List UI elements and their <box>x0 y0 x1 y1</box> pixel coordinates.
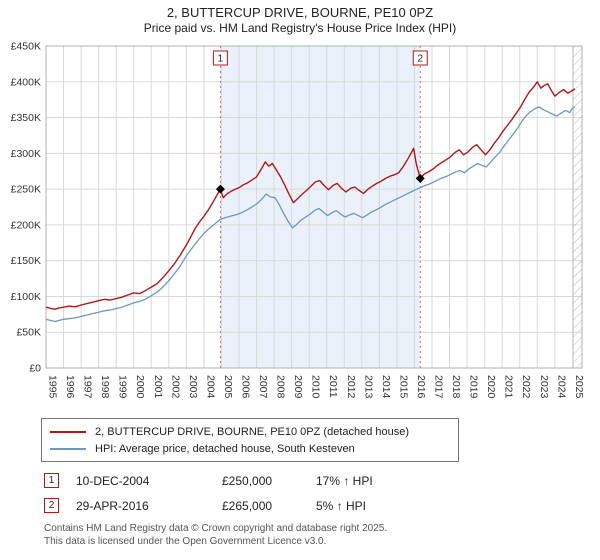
sale-price-diamond <box>415 174 425 184</box>
legend-hpi-label: HPI: Average price, detached house, Sout… <box>95 442 355 455</box>
x-tick-label: 2007 <box>257 375 269 399</box>
x-tick-label: 2003 <box>187 375 199 399</box>
legend-item-property: 2, BUTTERCUP DRIVE, BOURNE, PE10 0PZ (de… <box>50 423 450 440</box>
x-tick-label: 2022 <box>520 375 532 399</box>
sale-2-date: 29-APR-2016 <box>76 498 149 513</box>
y-tick-label: £300K <box>11 148 41 160</box>
x-tick-label: 2020 <box>485 375 497 399</box>
x-tick-label: 2021 <box>503 375 515 399</box>
x-tick-label: 2001 <box>152 375 164 399</box>
sales-table: 1 10-DEC-2004 £250,000 17% ↑ HPI 2 29-AP… <box>44 473 600 514</box>
x-tick-label: 2018 <box>450 375 462 399</box>
sale-1-date: 10-DEC-2004 <box>76 473 150 488</box>
x-tick-label: 2009 <box>292 375 304 399</box>
sale-1-hpi-change: 17% ↑ HPI <box>316 473 373 488</box>
sale-2-marker: 2 <box>44 498 59 514</box>
sale-1-price: £250,000 <box>222 473 273 488</box>
y-tick-label: £50K <box>16 327 41 339</box>
plot-border <box>45 45 583 369</box>
x-tick-label: 2006 <box>239 375 251 399</box>
x-tick-label: 2012 <box>345 375 357 399</box>
sale-2-hpi-change: 5% ↑ HPI <box>316 498 367 513</box>
x-tick-label: 2004 <box>204 375 216 399</box>
x-tick-label: 1999 <box>117 375 129 399</box>
x-tick-label: 2013 <box>362 375 374 399</box>
sale-number-box <box>212 50 228 66</box>
x-tick-label: 2019 <box>468 375 480 399</box>
chart-header: 2, BUTTERCUP DRIVE, BOURNE, PE10 0PZ Pri… <box>0 0 600 36</box>
x-tick-label: 2014 <box>380 375 392 399</box>
price-history-chart: 1 2 £0 £50K £100K £150K £200K £250K £300K £350K £4… <box>11 41 585 399</box>
sale-number-label: 2 <box>417 54 423 65</box>
x-tick-label: 1998 <box>99 375 111 399</box>
footer-line-2: This data is licensed under the Open Gov… <box>44 535 327 547</box>
property-series-line <box>45 81 576 311</box>
x-tick-label: 1996 <box>64 375 76 399</box>
x-tick-label: 1995 <box>47 375 59 399</box>
x-tick-label: 2017 <box>432 375 444 399</box>
x-tick-label: 2023 <box>538 375 550 399</box>
y-tick-label: £100K <box>11 291 41 303</box>
sale-period-shade <box>220 46 421 369</box>
x-tick-label: 2002 <box>169 375 181 399</box>
y-tick-label: £450K <box>11 41 41 53</box>
x-tick-label: 2010 <box>310 375 322 399</box>
hpi-line-swatch <box>50 447 86 450</box>
y-tick-label: £150K <box>11 255 41 267</box>
x-tick-label: 2016 <box>415 375 427 399</box>
x-tick-label: 2000 <box>134 375 146 399</box>
x-tick-label: 2015 <box>397 375 409 399</box>
x-tick-label: 2025 <box>573 375 585 399</box>
legend-property-label: 2, BUTTERCUP DRIVE, BOURNE, PE10 0PZ (de… <box>95 425 410 438</box>
page-title: 2, BUTTERCUP DRIVE, BOURNE, PE10 0PZ <box>166 5 434 20</box>
y-tick-label: £0 <box>29 363 41 375</box>
x-tick-label: 2024 <box>555 375 567 399</box>
sale-number-box <box>412 50 428 66</box>
sale-1-marker: 1 <box>44 473 59 489</box>
y-tick-label: £200K <box>11 220 41 232</box>
footer-line-1: Contains HM Land Registry data © Crown c… <box>44 523 388 535</box>
sale-2-price: £265,000 <box>222 498 273 513</box>
hpi-series-line <box>45 106 576 323</box>
x-tick-label: 2008 <box>275 375 287 399</box>
property-line-swatch <box>50 430 86 433</box>
sale-price-diamond <box>215 184 225 194</box>
x-tick-label: 2005 <box>222 375 234 399</box>
page-subtitle: Price paid vs. HM Land Registry's House … <box>143 21 457 36</box>
y-tick-label: £250K <box>11 184 41 196</box>
sale-number-label: 1 <box>218 54 224 65</box>
future-hatch-region <box>572 46 583 369</box>
x-tick-label: 1997 <box>82 375 94 399</box>
x-tick-label: 2011 <box>327 375 339 398</box>
sale-row-1: 1 10-DEC-2004 £250,000 17% ↑ HPI <box>44 473 600 489</box>
y-tick-label: £400K <box>11 77 41 89</box>
chart-legend: 2, BUTTERCUP DRIVE, BOURNE, PE10 0PZ (de… <box>41 418 459 463</box>
legend-item-hpi: HPI: Average price, detached house, Sout… <box>50 440 450 457</box>
license-footer: Contains HM Land Registry data © Crown c… <box>44 523 600 548</box>
sale-row-2: 2 29-APR-2016 £265,000 5% ↑ HPI <box>44 498 600 514</box>
y-tick-label: £350K <box>11 112 41 124</box>
